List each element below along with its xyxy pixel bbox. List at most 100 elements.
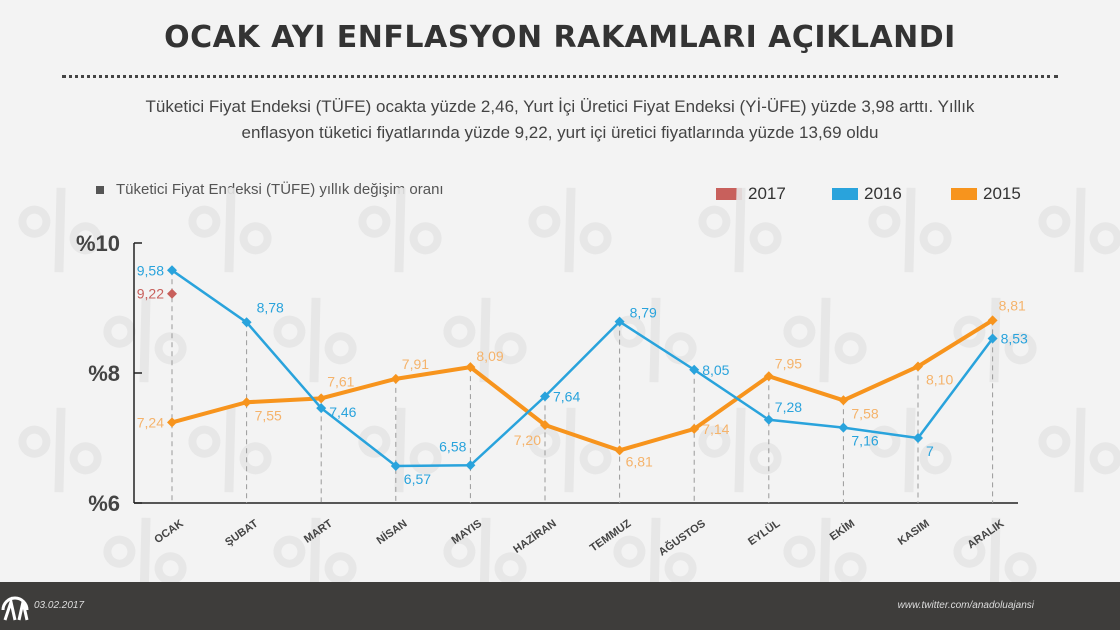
data-label-2015: 7,58: [851, 405, 878, 421]
watermark-slash: [649, 297, 661, 383]
data-point-2016: [316, 403, 327, 414]
watermark-percent-icon: [18, 187, 102, 273]
watermark-percent-icon: [443, 297, 527, 383]
watermark-slash: [394, 407, 406, 493]
data-label-2015: 8,81: [999, 297, 1026, 313]
data-point-2015: [838, 395, 849, 406]
watermark-ring: [358, 425, 391, 458]
data-point-2016: [987, 333, 998, 344]
watermark-slash: [989, 517, 1001, 582]
data-point-2015: [987, 315, 998, 326]
watermark-ring: [324, 552, 357, 582]
watermark-percent-icon: [783, 297, 867, 383]
watermark-ring: [1038, 425, 1071, 458]
data-label-2015: 7,91: [402, 356, 429, 372]
watermark-ring: [188, 425, 221, 458]
watermark-ring: [69, 222, 102, 255]
watermark-slash: [54, 187, 66, 273]
data-label-2015: 8,10: [926, 372, 953, 388]
footer-twitter-link[interactable]: www.twitter.com/anadoluajansi: [897, 600, 1034, 611]
watermark-ring: [613, 535, 646, 568]
watermark-ring: [239, 222, 272, 255]
chart-title: Tüketici Fiyat Endeksi (TÜFE) yıllık değ…: [96, 181, 444, 198]
data-label-2015: 7,95: [775, 355, 802, 371]
watermark-ring: [579, 442, 612, 475]
watermark-ring: [18, 425, 51, 458]
watermark-ring: [1004, 332, 1037, 365]
series-line-2016: [171, 269, 994, 468]
data-point-2016: [465, 460, 476, 471]
watermark-ring: [783, 315, 816, 348]
data-label-2016: 8,05: [702, 362, 729, 378]
legend-2016: 2016: [832, 184, 902, 204]
watermark-percent-icon: [358, 187, 442, 273]
x-tick-label: HAZİRAN: [511, 517, 559, 556]
data-point-2016: [540, 391, 550, 402]
data-point-2016: [838, 422, 849, 433]
watermark-slash: [904, 407, 916, 493]
watermark-percent-icon: [103, 517, 187, 582]
legend-label: 2016: [864, 184, 902, 203]
data-point-2015: [316, 393, 327, 404]
aa-logo-icon: [1, 596, 29, 621]
x-tick-label: ŞUBAT: [223, 517, 260, 548]
watermark-slash: [139, 517, 151, 582]
y-tick-label: %6: [88, 491, 120, 516]
legend-label: 2015: [983, 184, 1021, 203]
watermark-slash: [649, 517, 661, 582]
watermark-slash: [1074, 407, 1086, 493]
watermark-ring: [188, 205, 221, 238]
watermark-ring: [409, 442, 442, 475]
data-label-2015: 6,81: [626, 453, 653, 469]
legend-2015: 2015: [951, 184, 1021, 204]
watermark-ring: [443, 535, 476, 568]
data-point-2015: [167, 417, 177, 428]
watermark-slash: [734, 407, 746, 493]
watermark-ring: [528, 205, 561, 238]
watermark-percent-icon: [1038, 187, 1120, 273]
watermark-ring: [273, 535, 306, 568]
watermark-ring: [919, 442, 952, 475]
legend-2017: 2017: [716, 184, 786, 204]
data-point-2016: [241, 317, 252, 328]
data-label-2016: 9,58: [137, 262, 164, 278]
watermark-ring: [1089, 222, 1120, 255]
watermark-slash: [904, 187, 916, 273]
data-point-2015: [913, 361, 923, 372]
watermark-ring: [69, 442, 102, 475]
watermark-slash: [224, 187, 236, 273]
x-tick-label: NİSAN: [374, 517, 410, 547]
square-bullet-icon: [96, 186, 104, 195]
watermark-ring: [834, 552, 867, 582]
data-point-2017: [167, 288, 177, 299]
data-label-2016: 7,16: [851, 433, 878, 449]
watermark-ring: [749, 442, 782, 475]
watermark-percent-icon: [1038, 407, 1120, 493]
watermark-ring: [1038, 205, 1071, 238]
data-point-2016: [689, 364, 700, 375]
watermark-ring: [273, 315, 306, 348]
data-label-2016: 8,79: [630, 305, 657, 321]
watermark-ring: [953, 535, 986, 568]
watermark-ring: [868, 205, 901, 238]
watermark-percent-icon: [103, 297, 187, 383]
data-point-2016: [614, 316, 625, 327]
x-tick-label: OCAK: [152, 518, 185, 546]
watermark-percent-icon: [868, 187, 952, 273]
dotted-divider: [62, 75, 1058, 78]
data-point-2015: [241, 397, 252, 408]
legend-label: 2017: [748, 184, 786, 203]
watermark-slash: [394, 187, 406, 273]
subtitle-line-1: Tüketici Fiyat Endeksi (TÜFE) ocakta yüz…: [145, 97, 975, 116]
watermark-ring: [528, 425, 561, 458]
data-label-2016: 8,53: [1001, 331, 1028, 347]
data-point-2015: [390, 373, 401, 384]
watermark-slash: [819, 297, 831, 383]
watermark-ring: [783, 535, 816, 568]
watermark-percent-icon: [443, 517, 527, 582]
data-label-2015: 7,14: [702, 421, 729, 437]
watermark-ring: [698, 425, 731, 458]
y-tick-label: %10: [76, 231, 120, 256]
watermark-slash: [309, 297, 321, 383]
